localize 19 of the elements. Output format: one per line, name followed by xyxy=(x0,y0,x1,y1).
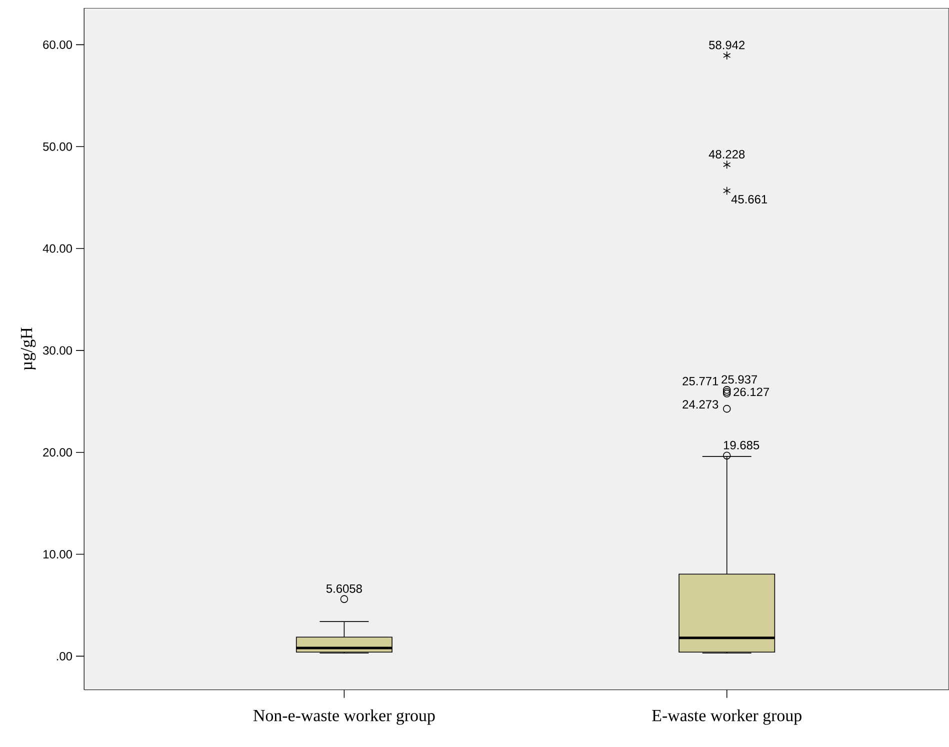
y-tick-label: 30.00 xyxy=(43,346,72,355)
annotation: 58.942 xyxy=(709,40,745,50)
y-tick-label: 10.00 xyxy=(43,550,72,559)
x-tick-label: Non-e-waste worker group xyxy=(253,709,435,725)
y-tick-label: 40.00 xyxy=(42,244,72,253)
annotation: 19.685 xyxy=(724,441,760,450)
y-tick-label: 60.00 xyxy=(43,40,72,49)
y-tick-label: .00 xyxy=(56,652,72,661)
annotation: 48.228 xyxy=(708,150,745,159)
annotation: 5.6058 xyxy=(326,584,362,593)
annotation: 25.937 xyxy=(722,375,758,384)
annotation: 45.661 xyxy=(731,195,768,204)
x-tick-label: E-waste worker group xyxy=(652,709,802,725)
y-axis-title: µg/gH xyxy=(20,328,36,370)
annotation: 26.127 xyxy=(734,388,770,396)
y-tick-label: 50.00 xyxy=(43,142,72,151)
annotation: 25.771 xyxy=(682,376,718,386)
annotation: 24.273 xyxy=(682,400,718,409)
y-tick-label: 20.00 xyxy=(43,448,72,457)
